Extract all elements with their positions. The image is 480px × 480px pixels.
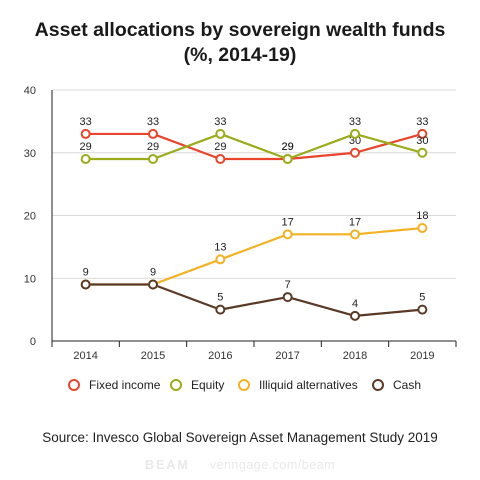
legend-marker-1 — [170, 379, 182, 391]
legend-marker-3 — [372, 379, 384, 391]
x-tick-label-2016: 2016 — [208, 350, 232, 362]
point-1-1 — [148, 154, 158, 165]
x-tick-label-2018: 2018 — [343, 350, 367, 362]
x-tick-label-2014: 2014 — [73, 350, 97, 362]
data-label-2-3: 17 — [282, 216, 294, 228]
data-label-1-1: 29 — [147, 141, 159, 153]
source-note: Source: Invesco Global Sovereign Asset M… — [42, 430, 438, 445]
point-3-2 — [215, 304, 226, 315]
data-label-3-3: 7 — [285, 279, 291, 291]
data-label-2-5: 18 — [416, 210, 428, 222]
data-label-1-2: 33 — [214, 116, 226, 128]
data-label-2-2: 13 — [214, 241, 226, 253]
point-0-0 — [80, 128, 91, 139]
point-0-5 — [417, 128, 428, 139]
data-label-0-3: 29 — [282, 141, 294, 153]
point-3-1 — [148, 279, 158, 290]
point-2-2 — [215, 254, 226, 265]
point-0-4 — [350, 147, 360, 158]
y-tick-label-0: 0 — [30, 336, 36, 348]
data-label-0-0: 33 — [80, 116, 92, 128]
data-label-3-2: 5 — [217, 292, 223, 304]
y-tick-label-40: 40 — [24, 85, 36, 97]
point-2-5 — [417, 223, 428, 234]
data-label-3-4: 4 — [352, 298, 358, 310]
series-line-3 — [85, 283, 423, 317]
brand-footer: BEAM venngage.com/beam — [0, 458, 480, 472]
chart-title: Asset allocations by sovereign wealth fu… — [0, 18, 480, 68]
point-1-5 — [417, 147, 428, 158]
chart-subtitle: (%, 2014-19) — [183, 44, 297, 66]
legend-label-3: Cash — [393, 378, 422, 392]
legend-label-2: Illiquid alternatives — [259, 378, 358, 392]
point-3-5 — [417, 304, 428, 315]
point-2-3 — [282, 229, 293, 240]
data-label-1-4: 33 — [349, 116, 361, 128]
legend-item-3: Cash — [372, 378, 421, 392]
x-tick-label-2019: 2019 — [410, 350, 434, 362]
y-tick-label-10: 10 — [24, 273, 36, 285]
data-label-2-4: 17 — [349, 216, 361, 228]
x-tick-label-2015: 2015 — [141, 350, 165, 362]
legend-item-0: Fixed income — [68, 378, 160, 392]
legend: Fixed income Equity Illiquid alternatives C… — [0, 378, 480, 398]
point-2-4 — [350, 229, 360, 240]
y-tick-label-20: 20 — [24, 211, 36, 223]
point-0-1 — [148, 128, 158, 139]
data-label-0-2: 29 — [214, 141, 226, 153]
data-label-3-1: 9 — [150, 267, 156, 279]
data-label-1-3: 29 — [282, 141, 294, 153]
chart-title-line: Asset allocations by sovereign wealth fu… — [34, 19, 446, 41]
legend-marker-0 — [68, 379, 80, 391]
brand-site: venngage.com/beam — [209, 458, 336, 472]
point-0-2 — [215, 154, 226, 165]
data-label-1-0: 29 — [80, 141, 92, 153]
legend-label-1: Equity — [191, 378, 225, 392]
series-line-2 — [85, 226, 423, 286]
point-3-4 — [350, 310, 360, 321]
legend-item-1: Equity — [170, 378, 224, 392]
x-tick-label-2017: 2017 — [275, 350, 299, 362]
point-3-0 — [80, 279, 91, 290]
point-3-3 — [282, 292, 293, 303]
data-label-1-5: 30 — [416, 135, 428, 147]
brand-logo: BEAM — [144, 458, 190, 472]
point-1-2 — [215, 128, 226, 139]
data-label-0-1: 33 — [147, 116, 159, 128]
data-label-3-5: 5 — [419, 292, 425, 304]
series-line-1 — [85, 132, 423, 161]
point-1-3 — [282, 154, 293, 165]
data-label-0-5: 33 — [416, 116, 428, 128]
point-1-0 — [80, 154, 91, 165]
data-label-3-0: 9 — [83, 267, 89, 279]
legend-label-0: Fixed income — [89, 378, 161, 392]
series-line-0 — [85, 132, 423, 161]
legend-marker-2 — [238, 379, 250, 391]
point-1-4 — [350, 128, 360, 139]
legend-item-2: Illiquid alternatives — [238, 378, 358, 392]
y-tick-label-30: 30 — [24, 148, 36, 160]
